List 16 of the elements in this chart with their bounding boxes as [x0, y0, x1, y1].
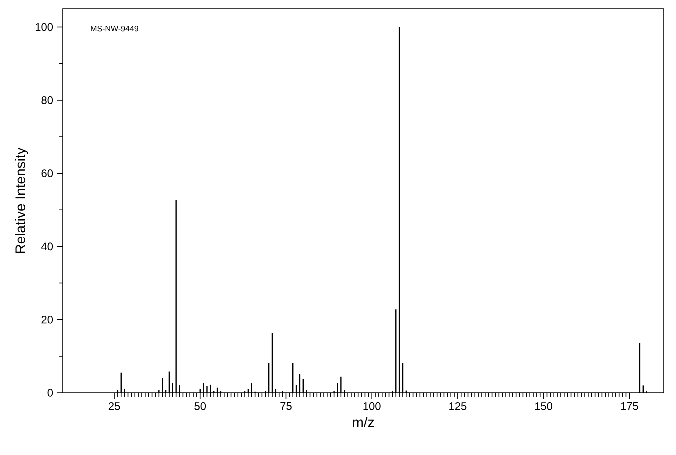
y-tick-label: 40: [41, 242, 54, 251]
y-tick-label: 0: [48, 389, 54, 397]
annotation: MS-NW-9449: [91, 26, 138, 32]
y-axis-title: Relative Intensity: [15, 148, 28, 254]
y-tick-label: 60: [42, 170, 54, 178]
y-tick-label: 80: [42, 96, 54, 104]
x-tick-label: 50: [194, 402, 206, 410]
x-tick-label: 125: [450, 402, 467, 410]
x-tick-label: 150: [535, 402, 553, 410]
x-tick-label: 175: [621, 402, 638, 410]
x-tick-label: 75: [280, 402, 292, 410]
x-tick-label: 25: [108, 402, 120, 410]
x-tick-label: 100: [364, 402, 381, 410]
y-tick-label: 20: [42, 316, 54, 324]
y-tick-label: 100: [36, 23, 54, 32]
x-axis-title: m/z: [353, 417, 374, 428]
